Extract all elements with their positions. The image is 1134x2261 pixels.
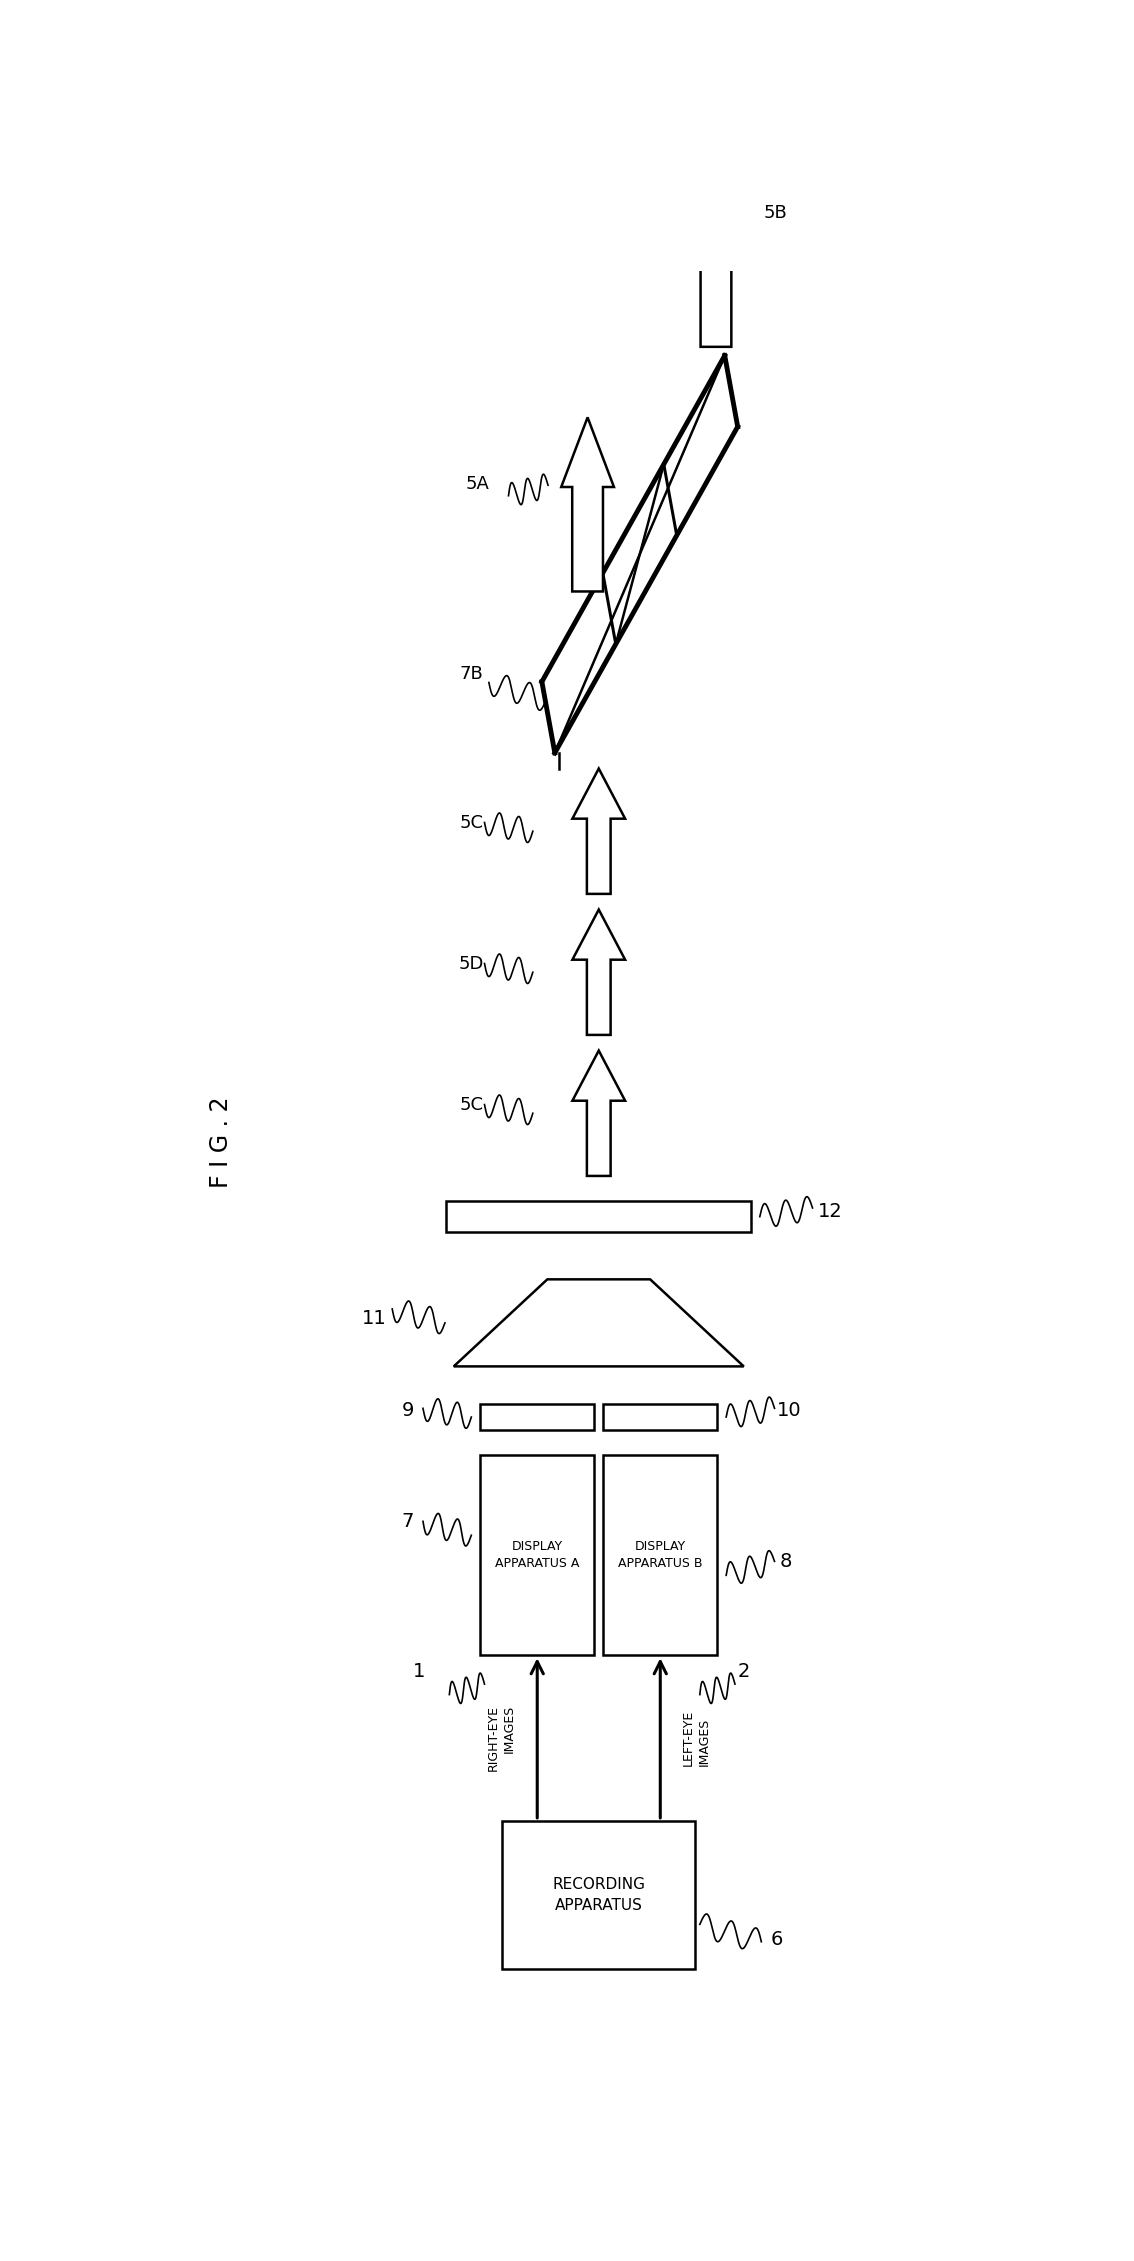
Text: RIGHT-EYE
IMAGES: RIGHT-EYE IMAGES <box>486 1705 515 1770</box>
Text: LEFT-EYE
IMAGES: LEFT-EYE IMAGES <box>683 1709 711 1766</box>
Text: DISPLAY
APPARATUS B: DISPLAY APPARATUS B <box>618 1540 703 1571</box>
Polygon shape <box>573 1051 625 1176</box>
Text: F I G . 2: F I G . 2 <box>209 1097 232 1187</box>
Text: 10: 10 <box>777 1400 802 1420</box>
Polygon shape <box>573 909 625 1036</box>
Bar <box>603 1456 718 1655</box>
Text: DISPLAY
APPARATUS A: DISPLAY APPARATUS A <box>496 1540 579 1571</box>
Text: 5A: 5A <box>466 475 490 493</box>
Polygon shape <box>573 769 625 893</box>
Text: 6: 6 <box>770 1929 782 1949</box>
Text: 11: 11 <box>362 1309 387 1327</box>
Text: 5C: 5C <box>459 1097 483 1115</box>
Bar <box>447 1201 751 1232</box>
Text: 9: 9 <box>401 1400 414 1420</box>
Bar <box>502 1820 695 1969</box>
Text: 7: 7 <box>401 1513 414 1531</box>
Polygon shape <box>561 418 613 592</box>
Bar <box>480 1456 594 1655</box>
Text: 1: 1 <box>413 1662 425 1682</box>
Text: 5C: 5C <box>459 814 483 832</box>
Text: 7B: 7B <box>459 665 483 683</box>
Text: 5D: 5D <box>458 954 484 972</box>
Text: RECORDING
APPARATUS: RECORDING APPARATUS <box>552 1877 645 1913</box>
Text: 5B: 5B <box>764 203 788 222</box>
Bar <box>480 1404 594 1431</box>
Text: 12: 12 <box>818 1203 843 1221</box>
Text: 8: 8 <box>780 1551 793 1571</box>
Polygon shape <box>689 172 743 346</box>
Bar <box>603 1404 718 1431</box>
Text: 2: 2 <box>737 1662 750 1682</box>
Polygon shape <box>542 355 738 753</box>
